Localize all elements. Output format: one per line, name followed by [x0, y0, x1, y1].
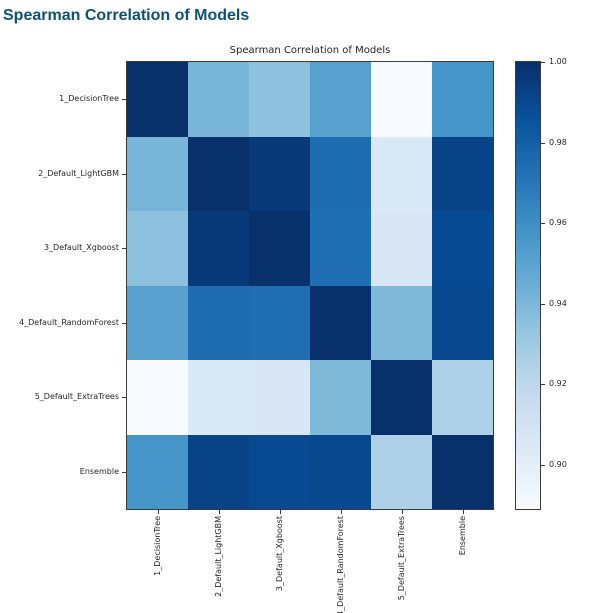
x-tick-label: Ensemble: [457, 516, 467, 556]
x-axis-tick: [462, 510, 464, 514]
colorbar-tick: [541, 142, 545, 144]
heatmap-cell: [188, 62, 249, 137]
heatmap-cell: [371, 434, 432, 509]
heatmap-cell: [371, 360, 432, 435]
x-axis-tick: [279, 510, 281, 514]
heatmap-cell: [371, 136, 432, 211]
heatmap-cell: [188, 211, 249, 286]
heatmap-cell: [371, 285, 432, 360]
heatmap-cell: [310, 434, 371, 509]
y-axis-tick: [122, 471, 126, 473]
colorbar-tick: [541, 223, 545, 225]
y-axis-tick: [122, 99, 126, 101]
colorbar: [515, 61, 541, 510]
chart-title: Spearman Correlation of Models: [229, 45, 391, 56]
y-tick-label: 2_Default_LightGBM: [38, 168, 119, 178]
x-tick-label: 5_Default_ExtraTrees: [396, 516, 406, 601]
heatmap-cell: [127, 211, 188, 286]
page-title: Spearman Correlation of Models: [3, 7, 250, 24]
heatmap-cell: [249, 62, 310, 137]
heatmap-cell: [188, 285, 249, 360]
colorbar-tick: [541, 303, 545, 305]
colorbar-tick: [541, 384, 545, 386]
heatmap-cell: [310, 360, 371, 435]
x-axis-tick: [218, 510, 220, 514]
heatmap-cell: [249, 360, 310, 435]
colorbar-tick-label: 0.90: [549, 459, 567, 469]
heatmap-cell: [432, 434, 493, 509]
x-axis-tick: [401, 510, 403, 514]
colorbar-tick-label: 0.96: [549, 218, 567, 228]
y-axis-tick: [122, 248, 126, 250]
x-tick-label: 4_Default_RandomForest: [335, 516, 345, 613]
y-tick-label: Ensemble: [79, 466, 119, 476]
heatmap-cell: [188, 136, 249, 211]
heatmap-cell: [371, 62, 432, 137]
y-tick-label: 1_DecisionTree: [59, 94, 119, 104]
heatmap-cell: [249, 434, 310, 509]
y-tick-label: 4_Default_RandomForest: [19, 317, 119, 327]
heatmap-cell: [432, 285, 493, 360]
heatmap-cell: [310, 62, 371, 137]
heatmap-cell: [310, 136, 371, 211]
y-tick-label: 5_Default_ExtraTrees: [34, 392, 119, 402]
x-tick-label: 2_Default_LightGBM: [213, 516, 223, 597]
colorbar-tick-label: 0.94: [549, 298, 567, 308]
colorbar-tick-label: 1.00: [549, 57, 567, 66]
heatmap-cell: [249, 285, 310, 360]
heatmap-cell: [249, 136, 310, 211]
heatmap-grid: [126, 61, 494, 510]
heatmap-cell: [249, 211, 310, 286]
colorbar-tick: [541, 464, 545, 466]
heatmap-cell: [310, 211, 371, 286]
x-axis-tick: [340, 510, 342, 514]
x-tick-label: 3_Default_Xgboost: [274, 516, 284, 592]
heatmap-cell: [432, 136, 493, 211]
x-tick-label: 1_DecisionTree: [152, 516, 162, 576]
heatmap-cell: [310, 285, 371, 360]
colorbar-tick-label: 0.98: [549, 137, 567, 147]
heatmap-cell: [432, 211, 493, 286]
x-axis-tick: [157, 510, 159, 514]
heatmap-cell: [127, 136, 188, 211]
heatmap-cell: [371, 211, 432, 286]
heatmap-cell: [127, 434, 188, 509]
colorbar-tick-label: 0.92: [549, 379, 567, 389]
y-axis-tick: [122, 322, 126, 324]
heatmap-cell: [188, 360, 249, 435]
heatmap-cell: [432, 360, 493, 435]
y-tick-label: 3_Default_Xgboost: [43, 243, 119, 253]
heatmap-cell: [127, 285, 188, 360]
heatmap-cell: [127, 360, 188, 435]
heatmap-cell: [432, 62, 493, 137]
y-axis-tick: [122, 397, 126, 399]
y-axis-tick: [122, 173, 126, 175]
heatmap-cell: [127, 62, 188, 137]
colorbar-tick: [541, 62, 545, 63]
heatmap-cell: [188, 434, 249, 509]
